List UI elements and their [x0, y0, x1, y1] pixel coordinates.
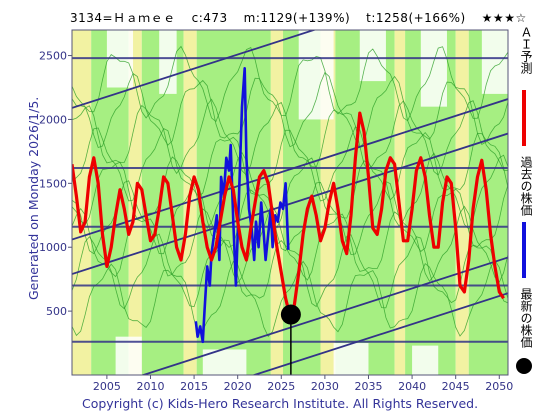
current-price: c:473 [191, 11, 228, 25]
x-tick-label: 2005 [93, 380, 121, 393]
legend-ai-forecast-label: ＡＩ予測 [519, 26, 533, 74]
y-tick-label: 1000 [39, 241, 67, 254]
legend-latest-price-label: 最新の株価 [519, 288, 533, 348]
band [72, 30, 92, 375]
channel-line [72, 132, 508, 275]
legend-past-price-swatch [522, 222, 526, 278]
band-gap [412, 345, 439, 375]
green-trend-line [72, 180, 508, 256]
band-gap [420, 30, 447, 107]
channel-line [251, 292, 508, 375]
x-axis-ticks: 2005 2010 2015 2020 2025 2030 2035 2040 2045 2050 [93, 375, 513, 393]
band-gap [481, 30, 508, 94]
copyright-notice: Copyright (c) Kids-Hero Research Institu… [82, 396, 479, 411]
band-gap [359, 30, 386, 82]
x-tick-label: 2045 [442, 380, 470, 393]
band [270, 30, 284, 375]
band [335, 30, 395, 375]
x-tick-label: 2035 [354, 380, 382, 393]
legend-past-price: 過去の株価 [514, 156, 546, 286]
max-price: m:1129(+139%) [243, 11, 351, 25]
legend-latest-price-dot [516, 358, 532, 374]
latest-price-dot [280, 304, 301, 325]
band-gap [298, 30, 334, 120]
legend-ai-forecast: ＡＩ予測 [514, 26, 546, 151]
y-tick-label: 2000 [39, 113, 67, 126]
channel-line [72, 30, 317, 109]
green-trend-line [72, 71, 508, 149]
x-tick-label: 2025 [267, 380, 295, 393]
x-tick-label: 2050 [485, 380, 513, 393]
x-tick-label: 2010 [136, 380, 164, 393]
legend: ＡＩ予測 過去の株価 最新の株価 [514, 26, 546, 386]
horizontal-levels [72, 57, 508, 343]
x-tick-label: 2020 [224, 380, 252, 393]
y-tick-label: 2500 [39, 50, 67, 63]
x-tick-label: 2040 [398, 380, 426, 393]
plot-frame [71, 29, 509, 376]
target-price: t:1258(+166%) [366, 11, 466, 25]
green-trend-line [72, 98, 508, 176]
green-trend-lines [72, 45, 508, 338]
green-trend-line [72, 126, 508, 202]
y-tick-label: 500 [46, 305, 67, 318]
chart-header: 3134=Ｈａｍｅｅ c:473 m:1129(+139%) t:1258(+166%… [70, 9, 543, 26]
generated-date-label: Generated on Monday 2026/1/5. [26, 96, 41, 300]
legend-latest-price: 最新の株価 [514, 288, 546, 384]
y-axis-ticks: 500 1000 1500 2000 2500 [39, 50, 72, 318]
x-tick-label: 2030 [311, 380, 339, 393]
legend-ai-forecast-swatch [522, 90, 526, 146]
stock-name: 3134=Ｈａｍｅｅ [70, 11, 176, 25]
x-tick-label: 2015 [180, 380, 208, 393]
green-trend-line [72, 45, 508, 123]
band-gap [115, 336, 142, 375]
y-tick-label: 1500 [39, 177, 67, 190]
past-price-line [194, 67, 290, 344]
green-trend-line [72, 233, 508, 310]
green-trend-line [72, 259, 508, 338]
legend-past-price-label: 過去の株価 [519, 156, 533, 216]
latest-price-marker [280, 304, 301, 375]
rating-stars: ★★★☆ [481, 11, 527, 25]
